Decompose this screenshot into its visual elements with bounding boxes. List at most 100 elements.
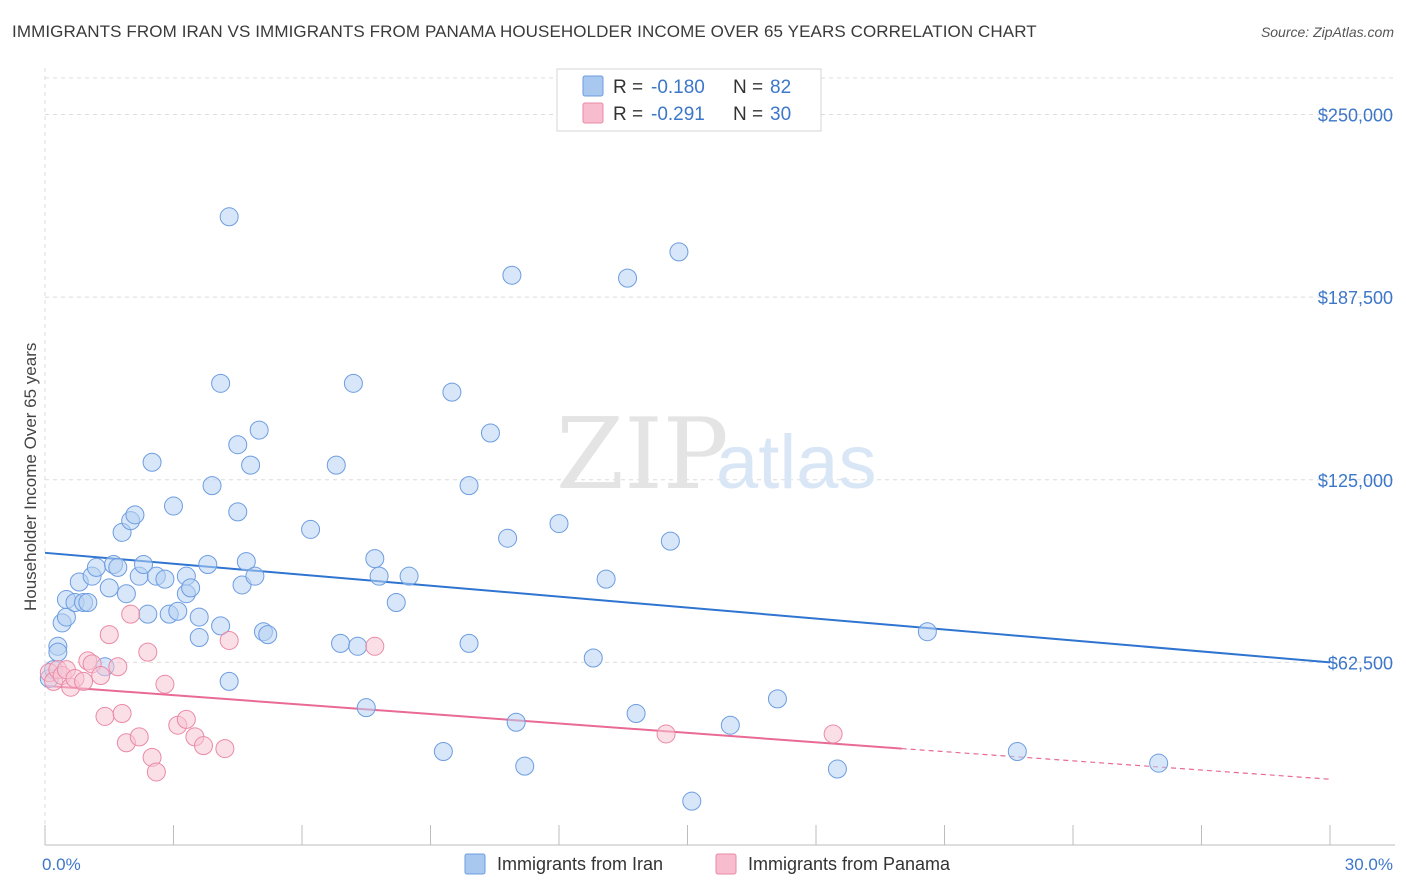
point-iran [78,592,98,612]
trend-line-extension-panama [901,747,1331,780]
point-panama [656,724,676,744]
point-iran [767,689,787,709]
point-iran [331,633,351,653]
point-iran [498,528,518,548]
point-iran [86,557,106,577]
point-panama [215,739,235,759]
point-iran [155,569,175,589]
point-panama [99,625,119,645]
point-iran [219,207,239,227]
point-iran [917,622,937,642]
legend-box: R = -0.180 N = 82 R = -0.291 N = 30 [556,68,822,132]
point-panama [74,671,94,691]
bottom-legend-swatch-iran [464,853,486,875]
point-iran [506,712,526,732]
point-iran [326,455,346,475]
point-iran [348,636,368,656]
legend-n-label-panama: N = [733,104,763,125]
source-label: Source: ZipAtlas.com [1260,24,1394,40]
point-iran [258,625,278,645]
point-panama [193,736,213,756]
legend-n-value-iran: 82 [770,77,791,98]
point-iran [480,423,500,443]
point-iran [682,791,702,811]
legend-swatch-iran [582,75,604,97]
point-iran [116,584,136,604]
point-iran [720,715,740,735]
point-panama [138,642,158,662]
point-iran [356,698,376,718]
x-tick-label-min: 0.0% [42,855,81,874]
bottom-legend: Immigrants from Iran Immigrants from Pan… [464,853,951,875]
point-iran [108,557,128,577]
watermark-zip: ZIP [556,398,729,512]
axes [44,68,1395,846]
y-tick-label: $187,500 [1318,288,1393,308]
point-iran [164,496,183,516]
point-iran [660,531,680,551]
point-iran [459,476,479,496]
point-iran [219,671,239,691]
point-iran [236,552,256,572]
point-iran [138,604,158,624]
point-iran [181,578,201,598]
point-iran [249,420,269,440]
point-iran [669,242,689,262]
point-iran [515,756,535,776]
y-tick-label: $62,500 [1328,653,1393,673]
bottom-legend-swatch-panama [715,853,737,875]
point-iran [48,642,68,662]
point-panama [176,709,196,729]
point-panama [146,762,166,782]
point-iran [549,514,569,534]
point-panama [155,674,175,694]
point-iran [202,476,222,496]
point-iran [626,704,646,724]
trend-line-panama [44,684,902,750]
point-iran [211,616,231,636]
point-panama [823,724,843,744]
x-tick-label-max: 30.0% [1345,855,1393,874]
legend-r-label-panama: R = [613,104,643,125]
watermark: ZIP atlas [556,398,877,512]
point-iran [1149,753,1169,773]
point-iran [228,502,248,522]
legend-r-label-iran: R = [613,77,643,98]
point-iran [596,569,616,589]
point-iran [168,601,188,621]
y-tick-label: $250,000 [1318,106,1393,126]
point-iran [189,607,209,627]
point-iran [142,452,162,472]
point-iran [125,505,145,525]
point-iran [99,578,119,598]
point-iran [386,592,406,612]
point-panama [95,706,115,726]
point-iran [365,549,385,569]
legend-swatch-panama [582,102,604,124]
y-tick-labels: $62,500 $125,000 $187,500 $250,000 [1318,106,1393,674]
point-iran [189,628,209,648]
watermark-atlas: atlas [716,420,877,505]
point-iran [241,455,261,475]
point-panama [121,604,141,624]
point-iran [369,566,389,586]
point-iran [502,265,522,285]
data-points [39,207,1169,811]
point-iran [433,741,453,761]
point-iran [399,566,419,586]
chart-title: IMMIGRANTS FROM IRAN VS IMMIGRANTS FROM … [12,22,1037,41]
point-iran [211,373,231,393]
x-tick-labels: 0.0% 30.0% [42,855,1393,874]
legend-r-value-iran: -0.180 [651,77,705,98]
point-panama [91,666,111,686]
y-tick-label: $125,000 [1318,471,1393,491]
bottom-legend-label-panama: Immigrants from Panama [748,854,951,874]
y-axis-label: Householder Income Over 65 years [21,343,40,611]
point-panama [112,704,132,724]
bottom-legend-label-iran: Immigrants from Iran [497,854,663,874]
point-iran [245,566,265,586]
point-iran [198,554,218,574]
point-panama [365,636,385,656]
point-iran [343,373,363,393]
